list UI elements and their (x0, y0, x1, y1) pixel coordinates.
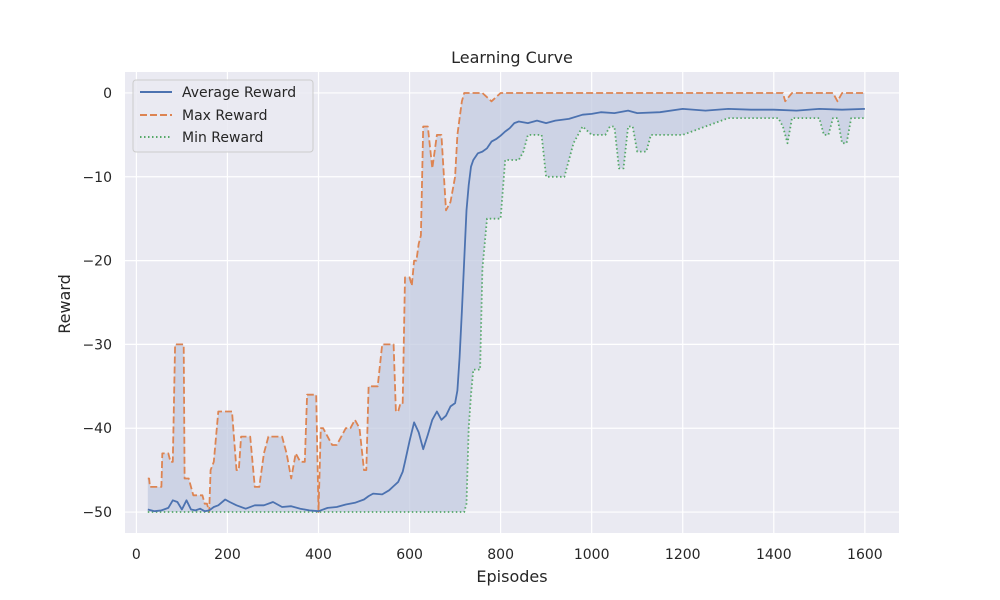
x-tick-label: 1600 (847, 547, 883, 563)
y-axis-label: Reward (55, 274, 74, 334)
x-tick-label: 200 (214, 547, 241, 563)
x-tick-label: 400 (305, 547, 332, 563)
x-tick-label: 800 (487, 547, 514, 563)
x-tick-labels: 0 200 400 600 800 1000 1200 1400 1600 (132, 547, 883, 563)
y-tick-label: −10 (82, 170, 112, 186)
y-tick-label: −30 (82, 337, 112, 353)
x-tick-label: 1200 (665, 547, 701, 563)
y-tick-label: −20 (82, 254, 112, 270)
series-lines (147, 92, 865, 513)
x-tick-label: 0 (132, 547, 141, 563)
x-tick-label: 600 (396, 547, 423, 563)
fill-between-polygon (147, 93, 865, 512)
legend-label-min: Min Reward (182, 130, 263, 146)
fill-between-area (147, 93, 865, 512)
legend-box (132, 79, 314, 153)
y-tick-label: −40 (82, 421, 112, 437)
legend-label-average: Average Reward (182, 85, 296, 101)
legend-label-max: Max Reward (182, 108, 268, 124)
x-tick-label: 1400 (756, 547, 792, 563)
chart-title: Learning Curve (451, 48, 573, 67)
y-tick-labels: 0 −10 −20 −30 −40 −50 (82, 86, 112, 521)
x-axis-label: Episodes (476, 567, 547, 586)
y-tick-label: 0 (103, 86, 112, 102)
x-tick-label: 1000 (574, 547, 610, 563)
y-tick-label: −50 (82, 505, 112, 521)
series-line-average-reward (147, 108, 865, 513)
series-line-max-reward (147, 92, 865, 513)
legend: Average Reward Max Reward Min Reward (132, 79, 314, 153)
